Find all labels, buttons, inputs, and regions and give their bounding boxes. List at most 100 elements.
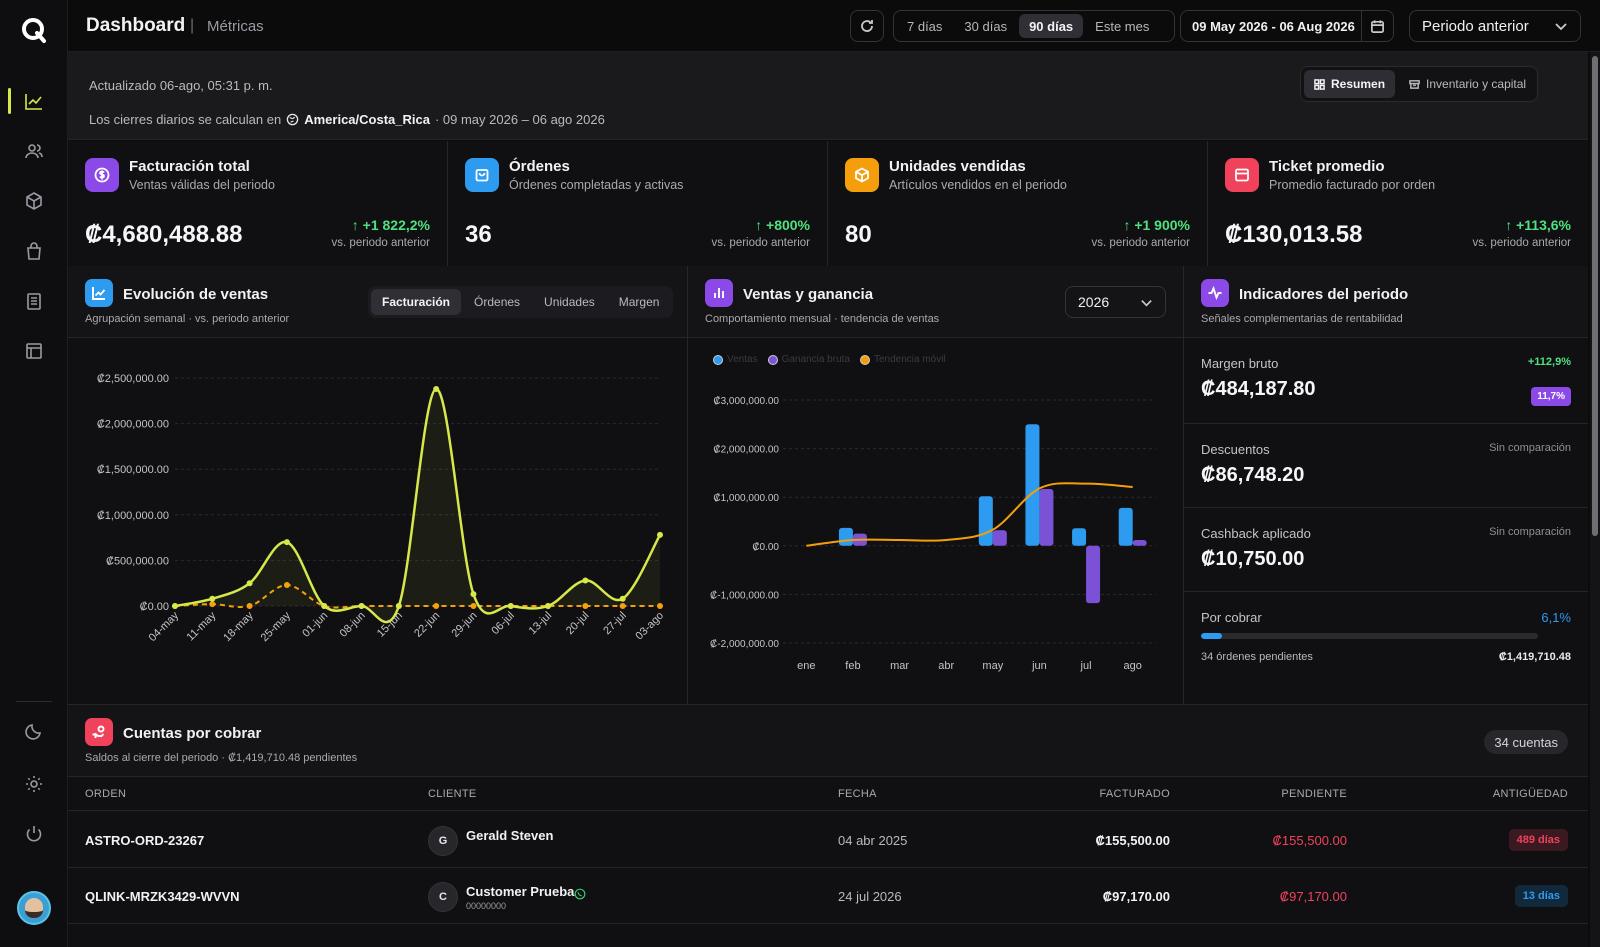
- refresh-button[interactable]: [850, 10, 884, 42]
- legend-dot: [767, 354, 778, 365]
- whatsapp-icon[interactable]: [574, 888, 586, 900]
- sidebar-item-layout[interactable]: [22, 339, 46, 363]
- cube-icon: [26, 192, 42, 210]
- sidebar-item-customers[interactable]: [22, 139, 46, 163]
- range-30-days-button[interactable]: 30 días: [964, 18, 1008, 34]
- panel-subtitle: Agrupación semanal · vs. periodo anterio…: [85, 313, 290, 325]
- x-tick-label: 06-jul: [489, 610, 517, 638]
- legend-item-gross-profit[interactable]: Ganancia bruta: [767, 354, 850, 365]
- legend-dot: [859, 354, 870, 365]
- tab-summary-label: Resumen: [1331, 77, 1386, 91]
- column-header-client[interactable]: CLIENTE: [428, 788, 477, 800]
- data-point-previous: [619, 603, 626, 609]
- legend-item-sales[interactable]: Ventas: [713, 354, 758, 365]
- sidebar-item-products[interactable]: [22, 189, 46, 213]
- x-tick-label: jun: [1031, 660, 1047, 672]
- scroll-thumb[interactable]: [1592, 56, 1598, 536]
- globe-icon: [286, 113, 299, 126]
- range-90-days-button[interactable]: 90 días: [1019, 14, 1084, 38]
- calendar-button[interactable]: [1361, 11, 1393, 41]
- calendar-icon: [1371, 19, 1385, 33]
- data-point-previous: [433, 603, 440, 609]
- tab-units[interactable]: Unidades: [544, 295, 595, 309]
- shopping-bag-icon: [27, 242, 41, 260]
- x-tick-label: 01-jun: [300, 610, 330, 640]
- column-header-age[interactable]: ANTIGÜEDAD: [1492, 788, 1568, 800]
- tab-billing[interactable]: Facturación: [371, 289, 462, 315]
- data-point-current: [507, 603, 514, 609]
- kpi-delta: ↑ +1 822,2%: [351, 217, 430, 233]
- data-point-current: [358, 603, 365, 609]
- client-avatar: G: [428, 826, 458, 856]
- theme-toggle[interactable]: [22, 719, 46, 743]
- x-tick-label: mar: [890, 660, 909, 672]
- receivable-progress-bar: [1201, 633, 1538, 639]
- indicator-value: ₡86,748.20: [1201, 464, 1305, 486]
- indicator-value: ₡10,750.00: [1201, 548, 1305, 570]
- sidebar: [0, 0, 68, 947]
- box-icon: [845, 158, 879, 192]
- compare-period-select[interactable]: Periodo anterior: [1409, 10, 1581, 42]
- kpi-card-units-sold: Unidades vendidas Artículos vendidos en …: [828, 141, 1208, 266]
- indicator-value: ₡484,187.80: [1201, 378, 1316, 400]
- order-id[interactable]: QLINK-MRZK3429-WVVN: [85, 889, 240, 904]
- sidebar-item-orders[interactable]: [22, 239, 46, 263]
- accounts-receivable-section: Cuentas por cobrar Saldos al cierre del …: [68, 705, 1588, 947]
- year-select[interactable]: 2026: [1065, 286, 1166, 318]
- accounts-count-badge: 34 cuentas: [1484, 730, 1568, 754]
- order-id[interactable]: ASTRO-ORD-23267: [85, 833, 205, 848]
- layout-icon: [26, 343, 42, 359]
- legend-item-trend[interactable]: Tendencia móvil: [859, 354, 946, 365]
- x-tick-label: 20-jul: [564, 610, 592, 638]
- sales-profit-bar-chart: ₡-2,000,000.00 ₡-1,000,000.00 ₡0.00 ₡1,000,…: [710, 395, 1156, 672]
- tab-summary[interactable]: Resumen: [1304, 70, 1396, 98]
- client-name: Customer Prueba: [466, 884, 575, 899]
- kpi-comparison: vs. periodo anterior: [1472, 237, 1571, 249]
- sidebar-item-settings[interactable]: [22, 772, 46, 796]
- legend-label: Ganancia bruta: [781, 354, 850, 365]
- shopping-bag-icon: [465, 158, 499, 192]
- column-header-billed[interactable]: FACTURADO: [1099, 788, 1170, 800]
- table-row[interactable]: QLINK-MRZK3429-WVVN C Customer Prueba 00…: [68, 868, 1588, 924]
- range-this-month-button[interactable]: Este mes: [1095, 18, 1150, 34]
- bar-gross-profit: [1039, 488, 1054, 546]
- logout-button[interactable]: [22, 822, 46, 846]
- data-point-previous: [470, 603, 477, 609]
- hand-coins-icon: [85, 718, 113, 746]
- client-name: Gerald Steven: [466, 828, 554, 843]
- y-tick-label: ₡-1,000,000.00: [710, 589, 779, 601]
- sidebar-active-indicator: [8, 88, 11, 114]
- column-header-pending[interactable]: PENDIENTE: [1281, 788, 1347, 800]
- title-separator: |: [190, 17, 195, 34]
- kpi-card-average-ticket: Ticket promedio Promedio facturado por o…: [1208, 141, 1588, 266]
- tab-inventory-label: Inventario y capital: [1426, 77, 1527, 91]
- trend-line: [806, 482, 1133, 547]
- panel-title: Evolución de ventas: [123, 286, 269, 303]
- panel-header: Evolución de ventas Agrupación semanal ·…: [68, 266, 687, 338]
- column-header-date[interactable]: FECHA: [838, 788, 877, 800]
- order-date: 24 jul 2026: [838, 889, 902, 904]
- x-tick-label: 04-may: [147, 609, 182, 644]
- panel-subtitle: Comportamiento mensual · tendencia de ve…: [705, 313, 940, 325]
- kpi-description: Artículos vendidos en el periodo: [889, 178, 1067, 192]
- tab-margin[interactable]: Margen: [618, 295, 660, 309]
- x-tick-label: ago: [1124, 660, 1142, 672]
- date-range-picker[interactable]: 09 May 2026 - 06 Aug 2026: [1180, 10, 1394, 42]
- app-logo-icon[interactable]: [18, 14, 50, 46]
- column-header-order[interactable]: ORDEN: [85, 788, 127, 800]
- tab-inventory-capital[interactable]: Inventario y capital: [1399, 70, 1536, 98]
- sidebar-item-metrics[interactable]: [22, 89, 46, 113]
- table-row[interactable]: ASTRO-ORD-23267 G Gerald Steven 04 abr 2…: [68, 812, 1588, 868]
- sidebar-item-reports[interactable]: [22, 289, 46, 313]
- tab-orders[interactable]: Órdenes: [474, 295, 521, 309]
- indicator-cashback: Cashback aplicado ₡10,750.00 Sin compara…: [1184, 508, 1588, 592]
- x-tick-label: 29-jun: [449, 610, 479, 640]
- kpi-delta: ↑ +800%: [755, 217, 810, 233]
- date-range-text: 09 May 2026 - 06 Aug 2026: [1192, 18, 1355, 34]
- user-avatar[interactable]: [17, 891, 51, 925]
- kpi-card-orders: Órdenes Órdenes completadas y activas 36…: [448, 141, 828, 266]
- top-header: Dashboard | Métricas 7 días 30 días 90 d…: [68, 0, 1600, 52]
- range-7-days-button[interactable]: 7 días: [907, 18, 943, 34]
- x-tick-label: 27-jul: [601, 610, 629, 638]
- page-scrollbar[interactable]: [1590, 52, 1600, 947]
